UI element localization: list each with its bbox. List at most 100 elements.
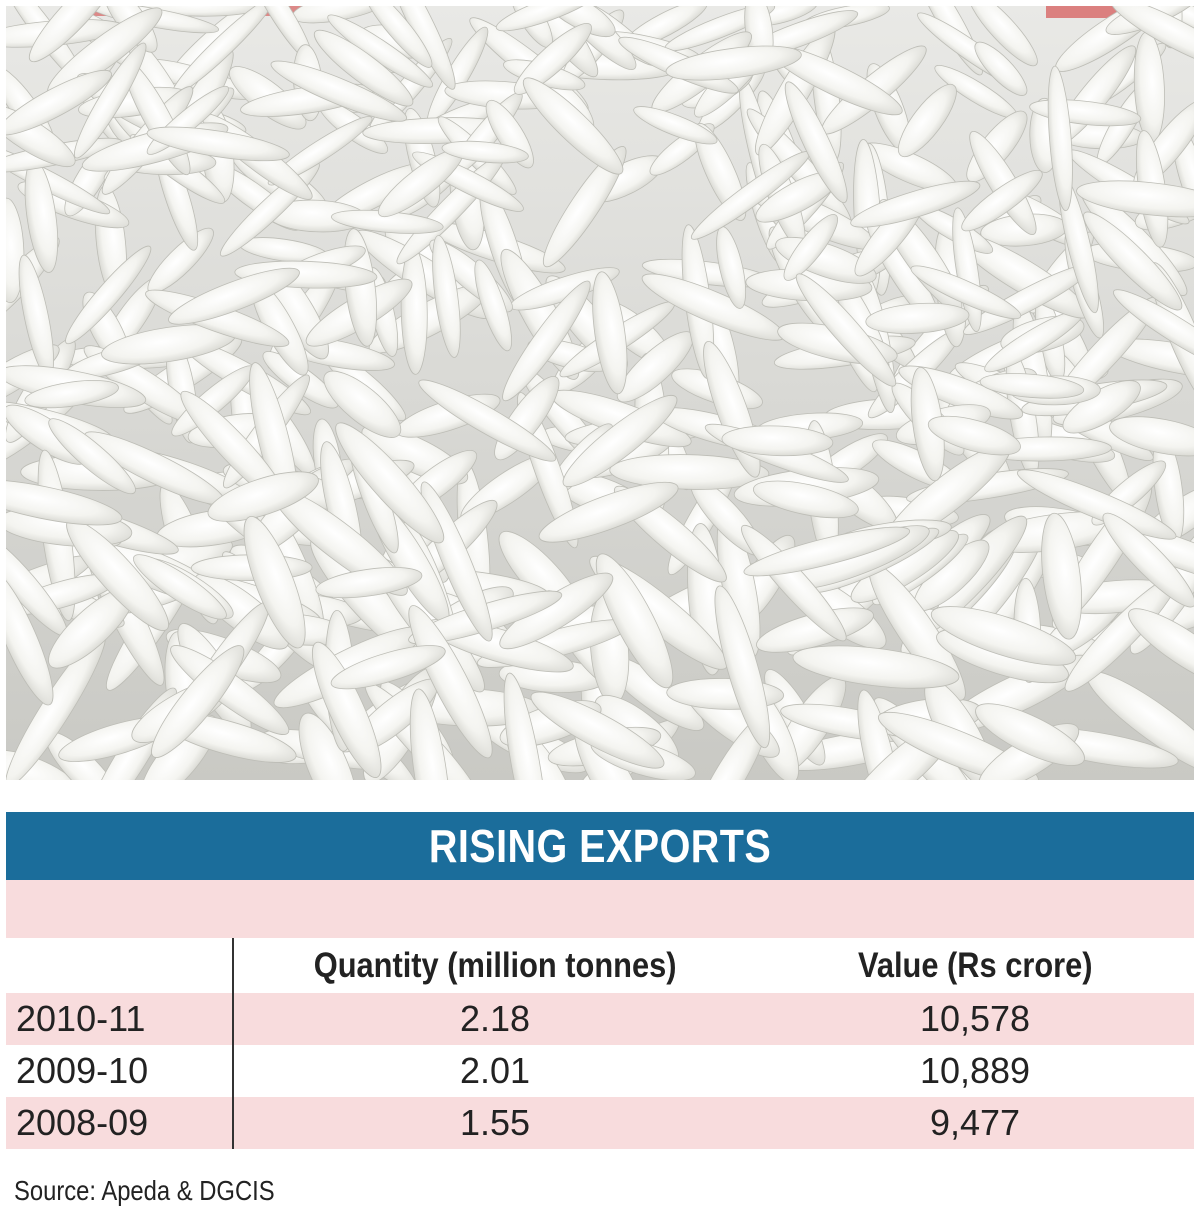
rice-grain xyxy=(1047,65,1073,212)
rice-grain xyxy=(538,481,679,543)
value-cell: 10,578 xyxy=(919,998,1031,1039)
rice-grain xyxy=(298,712,358,780)
rice-grain xyxy=(323,370,402,438)
quantity-cell: 2.01 xyxy=(459,1050,531,1091)
rice-grain xyxy=(48,418,136,495)
rice-grain xyxy=(665,45,802,81)
rice-grain xyxy=(207,471,319,522)
rice-grain xyxy=(513,23,592,95)
rice-grain xyxy=(502,280,591,402)
rice-grain xyxy=(1128,608,1194,688)
source-note: Source: Apeda & DGCIS xyxy=(14,1175,275,1206)
rice-grain xyxy=(741,524,847,642)
rice-grain xyxy=(6,197,25,304)
rice-grain xyxy=(151,645,245,758)
title-banner: RISING EXPORTS xyxy=(6,812,1194,880)
rice-grain xyxy=(409,688,451,780)
quantity-cell: 1.55 xyxy=(459,1102,531,1143)
value-cell: 9,477 xyxy=(929,1102,1021,1143)
year-cell: 2008-09 xyxy=(6,1097,234,1149)
rice-grain xyxy=(28,6,122,63)
rice-grain xyxy=(243,516,306,649)
rice-grain xyxy=(974,41,1028,96)
year-cell: 2010-11 xyxy=(6,993,234,1045)
rice-grain xyxy=(1076,180,1194,218)
rice-grain xyxy=(743,526,911,577)
rice-grain xyxy=(595,553,674,689)
rice-grain xyxy=(503,672,547,780)
rice-grain xyxy=(975,703,1085,766)
rice-grain xyxy=(362,6,433,68)
rice-grain xyxy=(441,140,529,164)
rice-grain xyxy=(1102,512,1194,608)
rice-grain xyxy=(495,6,600,32)
rice-grain xyxy=(542,6,616,38)
rice-grain xyxy=(792,645,960,689)
rice-grain xyxy=(1113,289,1194,371)
header-year xyxy=(6,938,234,993)
year-cell: 2009-10 xyxy=(6,1045,234,1097)
rice-grain xyxy=(474,259,512,352)
rice-grain xyxy=(1016,469,1177,540)
rice-grain xyxy=(170,645,290,735)
rice-grain xyxy=(961,169,1043,232)
header-quantity: Quantity (million tonnes) xyxy=(313,945,677,985)
rice-grain xyxy=(522,77,624,175)
value-cell: 10,889 xyxy=(919,1050,1031,1091)
rice-grain xyxy=(542,146,627,268)
rice-grain xyxy=(721,425,834,457)
rice-grain xyxy=(530,691,665,769)
rice-grain xyxy=(910,265,1022,320)
rice-grain xyxy=(968,6,1038,67)
rice-grain xyxy=(562,395,678,487)
rice-grain xyxy=(850,180,981,228)
rice-grain xyxy=(335,422,445,544)
rice-grain xyxy=(898,83,957,158)
rice-grain xyxy=(930,606,1077,666)
rice-grain xyxy=(927,415,1021,456)
rice-grain xyxy=(267,116,373,186)
rice-grain xyxy=(6,69,112,136)
rice-grain xyxy=(6,569,54,706)
rice-grain xyxy=(1083,211,1183,311)
table-row: 2008-09 1.55 9,477 xyxy=(6,1097,1194,1149)
rice-grain xyxy=(24,380,119,409)
quantity-cell: 2.18 xyxy=(459,998,531,1039)
rice-grain xyxy=(6,479,123,526)
rice-grain xyxy=(795,273,897,387)
header-value: Value (Rs crore) xyxy=(857,945,1093,985)
spacer-row xyxy=(6,880,1194,938)
rice-grain xyxy=(592,271,628,395)
rice-grain xyxy=(312,641,382,778)
rice-grain xyxy=(65,245,152,345)
rice-grain xyxy=(1110,6,1194,71)
table-row: 2009-10 2.01 10,889 xyxy=(6,1045,1194,1097)
rice-grain xyxy=(714,585,771,749)
rice-grain xyxy=(753,480,859,519)
rice-grain xyxy=(418,379,557,462)
rice-photo xyxy=(6,6,1194,780)
rice-grain xyxy=(270,60,408,122)
exports-table: Quantity (million tonnes) Value (Rs cror… xyxy=(6,880,1194,1149)
rice-grain xyxy=(609,454,770,490)
rice-grain xyxy=(330,645,446,690)
table-row: 2010-11 2.18 10,578 xyxy=(6,993,1194,1045)
rice-grain xyxy=(784,81,848,203)
rice-grain xyxy=(74,42,147,159)
rice-grain xyxy=(408,605,493,759)
rice-grain xyxy=(633,106,718,145)
table-title: RISING EXPORTS xyxy=(428,820,772,872)
rice-grain xyxy=(133,554,227,620)
rice-grain xyxy=(1109,416,1194,457)
rice-grain xyxy=(168,267,300,325)
rice-grain xyxy=(315,567,423,599)
rice-grain xyxy=(865,302,970,334)
rice-grain xyxy=(969,131,1037,235)
rice-grain xyxy=(146,126,290,162)
rice-grain xyxy=(313,29,414,107)
header-row: Quantity (million tonnes) Value (Rs cror… xyxy=(6,938,1194,993)
rice-grain xyxy=(979,373,1085,399)
rice-grain xyxy=(783,214,838,281)
rice-grain xyxy=(1041,512,1082,640)
rice-grain xyxy=(432,235,461,358)
